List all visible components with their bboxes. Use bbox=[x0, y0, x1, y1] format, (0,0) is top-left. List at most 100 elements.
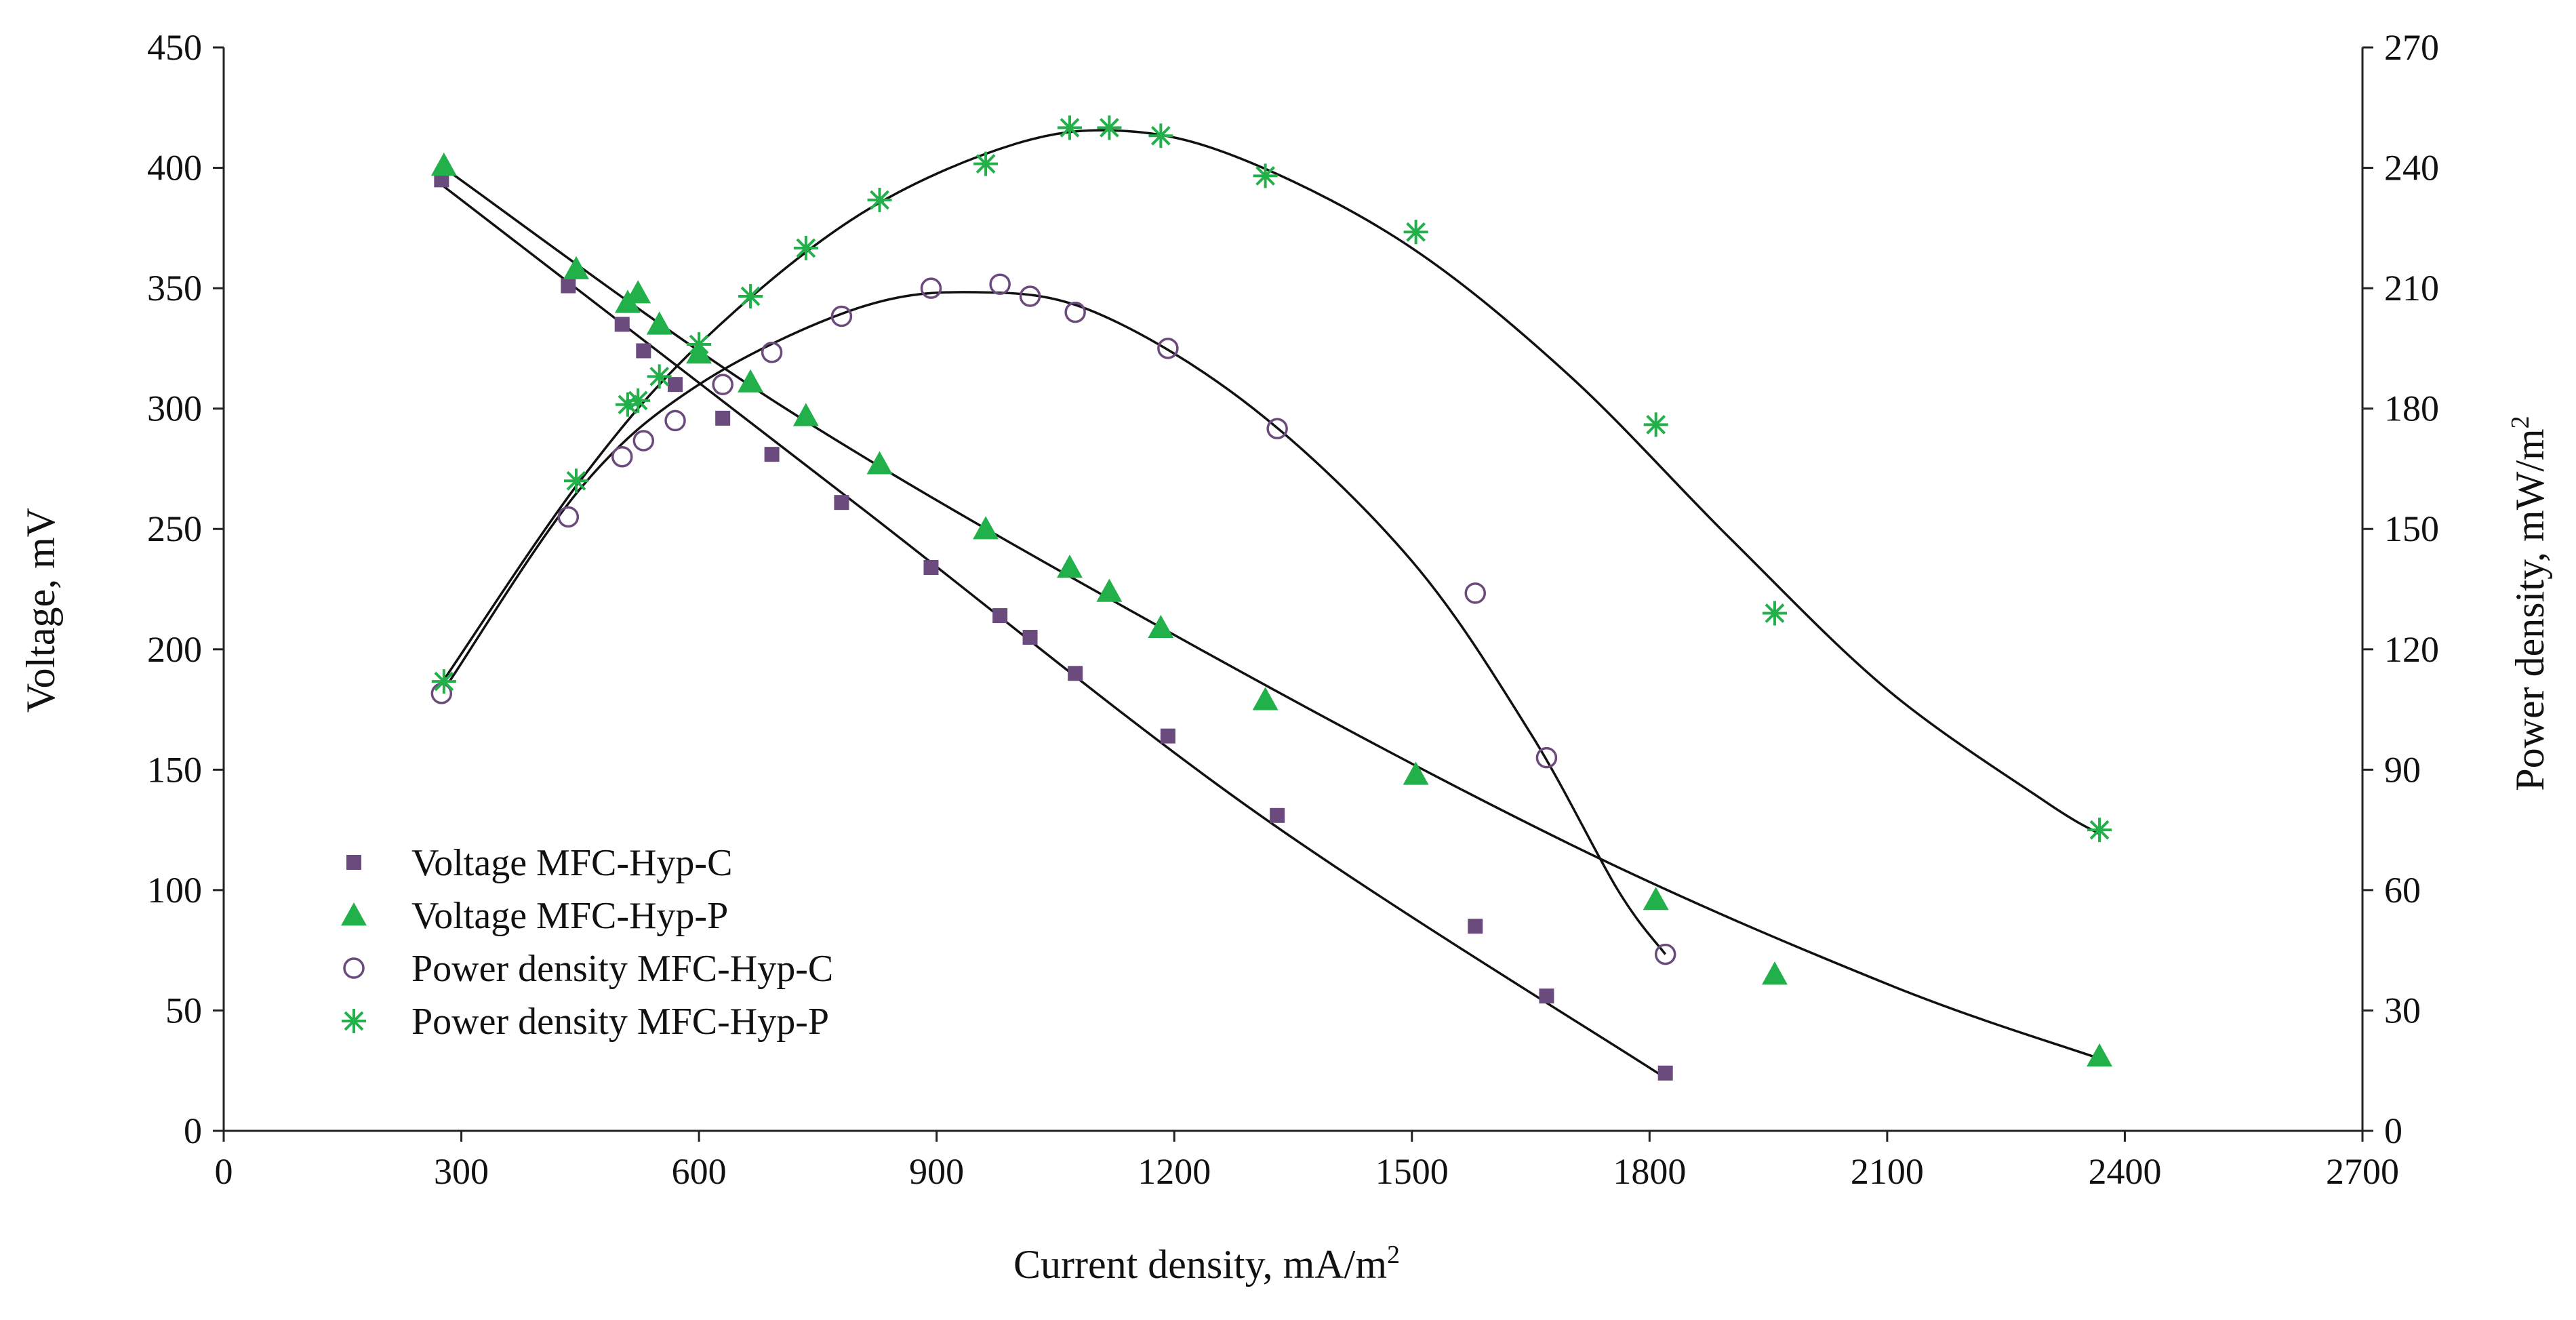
data-point-series-1 bbox=[1657, 1065, 1673, 1081]
data-point-series-1 bbox=[715, 410, 731, 426]
y-tick-label: 0 bbox=[184, 1111, 202, 1151]
y2-axis-title: Power density, mW/m2 bbox=[2506, 416, 2552, 791]
data-point-series-1 bbox=[1160, 728, 1175, 744]
data-point-series-1 bbox=[1068, 666, 1083, 681]
data-point-series-1 bbox=[1468, 919, 1483, 934]
data-point-series-2 bbox=[1252, 687, 1279, 711]
data-point-series-3 bbox=[632, 430, 655, 452]
y2-tick-label: 0 bbox=[2384, 1111, 2402, 1151]
trend-line-series-2 bbox=[443, 167, 2100, 1060]
data-point-series-2 bbox=[1148, 614, 1174, 639]
y-tick-label: 300 bbox=[147, 388, 202, 429]
y2-tick-label: 30 bbox=[2384, 990, 2421, 1031]
y-tick-label: 350 bbox=[147, 268, 202, 308]
data-point-series-3 bbox=[1064, 301, 1086, 323]
data-point-series-2 bbox=[738, 369, 764, 393]
trend-line-series-4 bbox=[444, 129, 2100, 835]
data-point-series-4 bbox=[738, 283, 763, 308]
trend-lines bbox=[441, 129, 2100, 1079]
data-point-series-3 bbox=[1157, 338, 1179, 359]
data-point-series-4 bbox=[2087, 818, 2112, 843]
data-point-series-2 bbox=[2087, 1043, 2113, 1067]
data-point-series-1 bbox=[668, 377, 683, 393]
legend: Voltage MFC-Hyp-C Voltage MFC-Hyp-P Power … bbox=[341, 842, 833, 1043]
data-point-series-3 bbox=[557, 506, 580, 528]
data-point-series-4 bbox=[1097, 115, 1122, 140]
data-point-series-3 bbox=[1266, 418, 1288, 440]
x-tick-label: 2100 bbox=[1851, 1151, 1924, 1192]
data-point-series-2 bbox=[1643, 887, 1669, 911]
legend-marker-series-4 bbox=[342, 1009, 366, 1033]
legend-label-series-3: Power density MFC-Hyp-C bbox=[411, 948, 833, 990]
data-point-series-2 bbox=[563, 256, 589, 279]
y-tick-label: 200 bbox=[147, 629, 202, 670]
data-point-series-4 bbox=[973, 151, 999, 176]
data-point-series-1 bbox=[834, 495, 849, 511]
data-point-series-3 bbox=[664, 409, 686, 432]
legend-marker-series-3 bbox=[343, 957, 365, 979]
data-point-series-2 bbox=[646, 311, 672, 335]
data-point-series-2 bbox=[1761, 961, 1788, 985]
data-point-series-4 bbox=[563, 468, 588, 494]
y2-tick-label: 150 bbox=[2384, 508, 2439, 549]
data-point-series-1 bbox=[1022, 630, 1038, 645]
x-tick-label: 2700 bbox=[2326, 1151, 2399, 1192]
data-point-series-1 bbox=[614, 317, 630, 332]
x-tick-label: 0 bbox=[215, 1151, 233, 1192]
y-tick-label: 450 bbox=[147, 27, 202, 68]
data-point-series-3 bbox=[830, 305, 853, 327]
data-point-series-2 bbox=[1096, 578, 1123, 602]
trend-line-series-3 bbox=[448, 291, 1667, 955]
data-point-series-4 bbox=[1057, 115, 1082, 140]
legend-label-series-2: Voltage MFC-Hyp-P bbox=[411, 895, 728, 937]
data-point-series-2 bbox=[430, 153, 457, 176]
data-point-series-4 bbox=[1253, 163, 1278, 188]
data-point-series-1 bbox=[923, 560, 939, 576]
legend-label-series-1: Voltage MFC-Hyp-C bbox=[411, 842, 732, 884]
data-point-series-1 bbox=[1270, 807, 1285, 823]
y-axis-title: Voltage, mV bbox=[18, 508, 63, 713]
legend-marker-series-1 bbox=[346, 855, 361, 870]
data-point-series-4 bbox=[615, 392, 640, 417]
data-point-series-4 bbox=[647, 364, 672, 389]
data-point-series-4 bbox=[1762, 601, 1787, 626]
data-point-series-3 bbox=[1019, 285, 1041, 307]
data-point-series-3 bbox=[611, 445, 633, 468]
data-point-series-1 bbox=[992, 608, 1008, 624]
x-tick-label: 600 bbox=[672, 1151, 727, 1192]
data-point-series-4 bbox=[1148, 123, 1173, 148]
data-point-series-3 bbox=[989, 273, 1011, 295]
data-point-series-1 bbox=[764, 447, 780, 462]
x-axis-title: Current density, mA/m2 bbox=[1013, 1241, 1400, 1287]
y-tick-label: 100 bbox=[147, 870, 202, 911]
data-point-series-3 bbox=[1535, 746, 1558, 769]
data-point-series-4 bbox=[626, 388, 651, 413]
y2-tick-label: 90 bbox=[2384, 749, 2421, 790]
data-point-series-4 bbox=[1403, 220, 1428, 245]
data-point-series-3 bbox=[1464, 582, 1487, 604]
data-point-series-1 bbox=[636, 343, 651, 359]
y2-tick-label: 240 bbox=[2384, 148, 2439, 188]
axes: 0 300 600 900 1200 1500 1800 2100 2400 2700050100… bbox=[147, 27, 2439, 1192]
data-point-series-2 bbox=[1056, 555, 1083, 578]
y2-tick-label: 120 bbox=[2384, 629, 2439, 670]
data-point-series-4 bbox=[1643, 412, 1668, 437]
x-tick-label: 900 bbox=[909, 1151, 964, 1192]
y2-tick-label: 270 bbox=[2384, 27, 2439, 68]
x-tick-label: 1200 bbox=[1138, 1151, 1211, 1192]
data-point-series-4 bbox=[687, 332, 712, 357]
data-point-series-2 bbox=[973, 516, 999, 540]
y-tick-label: 50 bbox=[165, 990, 202, 1031]
y-tick-label: 400 bbox=[147, 148, 202, 188]
data-point-series-4 bbox=[793, 235, 818, 260]
x-tick-label: 2400 bbox=[2088, 1151, 2161, 1192]
data-markers bbox=[430, 115, 2113, 1081]
data-point-series-2 bbox=[1403, 761, 1429, 785]
data-point-series-4 bbox=[431, 669, 456, 694]
data-point-series-2 bbox=[866, 451, 893, 475]
x-tick-label: 300 bbox=[434, 1151, 489, 1192]
y2-tick-label: 60 bbox=[2384, 870, 2421, 911]
data-point-series-1 bbox=[434, 172, 449, 188]
x-tick-label: 1500 bbox=[1375, 1151, 1449, 1192]
